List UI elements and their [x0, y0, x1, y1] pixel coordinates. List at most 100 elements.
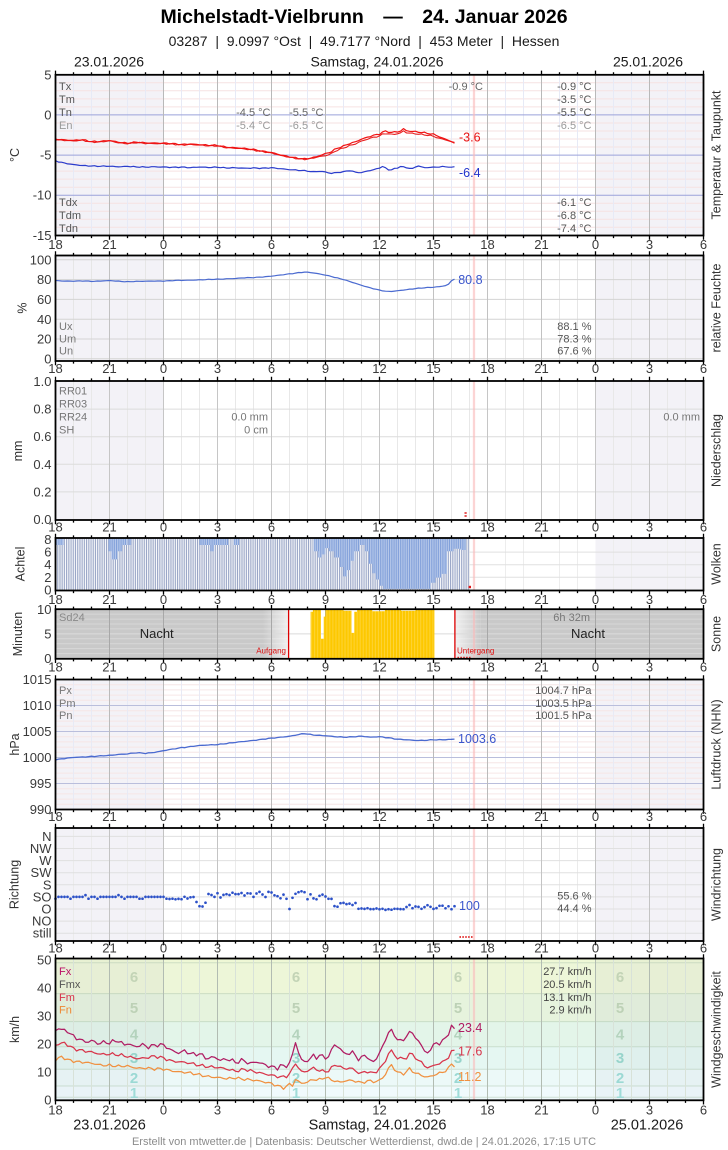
- svg-text:6h 32m: 6h 32m: [553, 612, 590, 624]
- svg-text:Erstellt von mtwetter.de | Dat: Erstellt von mtwetter.de | Datenbasis: D…: [132, 1136, 596, 1148]
- svg-text:mm: mm: [11, 441, 25, 462]
- svg-text:0: 0: [160, 1103, 167, 1118]
- svg-text:Samstag, 24.01.2026: Samstag, 24.01.2026: [309, 1118, 447, 1134]
- svg-text:21: 21: [534, 941, 548, 956]
- svg-text:15: 15: [426, 941, 440, 956]
- svg-text:12: 12: [372, 660, 386, 675]
- svg-text:Fm: Fm: [59, 992, 75, 1004]
- svg-text:RR03: RR03: [59, 398, 87, 410]
- svg-text:5: 5: [44, 67, 51, 82]
- svg-text:SH: SH: [59, 424, 74, 436]
- svg-text:3: 3: [646, 237, 653, 252]
- svg-text:3: 3: [454, 1050, 462, 1067]
- svg-text:%: %: [15, 302, 29, 313]
- svg-text:78.3 %: 78.3 %: [557, 334, 591, 346]
- svg-text:80.8: 80.8: [458, 273, 482, 287]
- svg-text:27.7 km/h: 27.7 km/h: [543, 966, 591, 978]
- svg-text:80: 80: [37, 272, 51, 287]
- svg-text:12: 12: [372, 361, 386, 376]
- svg-text:Richtung: Richtung: [7, 860, 21, 909]
- svg-text:-6.5 °C: -6.5 °C: [557, 120, 591, 132]
- svg-text:55.6 %: 55.6 %: [557, 891, 591, 903]
- svg-text:23.01.2026: 23.01.2026: [74, 53, 144, 69]
- svg-text:20: 20: [37, 1037, 51, 1052]
- svg-text:18: 18: [480, 660, 494, 675]
- svg-text:N: N: [42, 829, 51, 844]
- svg-text:SO: SO: [33, 889, 52, 904]
- svg-text:Px: Px: [59, 685, 72, 697]
- svg-text:3: 3: [646, 809, 653, 824]
- svg-text:Tdm: Tdm: [59, 210, 81, 222]
- svg-text:9: 9: [322, 237, 329, 252]
- svg-text:6: 6: [700, 809, 707, 824]
- svg-text:5: 5: [292, 1000, 300, 1017]
- svg-text:25.01.2026: 25.01.2026: [611, 1118, 684, 1134]
- svg-text:Temperatur & Taupunkt: Temperatur & Taupunkt: [709, 90, 723, 220]
- svg-text:21: 21: [534, 1103, 548, 1118]
- svg-text:relative Feuchte: relative Feuchte: [709, 263, 723, 352]
- svg-text:18: 18: [48, 361, 62, 376]
- svg-text:NO: NO: [32, 914, 52, 929]
- svg-text:0.0 mm: 0.0 mm: [663, 411, 700, 423]
- svg-text:21: 21: [102, 237, 116, 252]
- svg-text:Sonne: Sonne: [709, 616, 723, 652]
- svg-text:S: S: [43, 877, 52, 892]
- svg-text:18: 18: [480, 941, 494, 956]
- svg-text:Tdx: Tdx: [59, 197, 78, 209]
- svg-text:Luftdruck (NHN): Luftdruck (NHN): [709, 699, 723, 789]
- svg-text:18: 18: [480, 361, 494, 376]
- svg-text:6: 6: [700, 941, 707, 956]
- svg-text:18: 18: [480, 520, 494, 535]
- svg-text:15: 15: [426, 809, 440, 824]
- svg-text:1004.7 hPa: 1004.7 hPa: [535, 685, 592, 697]
- svg-text:Tx: Tx: [59, 81, 72, 93]
- svg-text:Tdn: Tdn: [59, 223, 78, 235]
- svg-text:Um: Um: [59, 334, 76, 346]
- svg-text:15: 15: [426, 361, 440, 376]
- svg-text:03287 | 9.0997 °Ost | 49.7: 03287 | 9.0997 °Ost | 49.7177 °Nord | 45…: [169, 33, 560, 49]
- svg-text:21: 21: [534, 361, 548, 376]
- svg-text:1.0: 1.0: [33, 374, 51, 389]
- svg-text:Niederschlag: Niederschlag: [709, 414, 723, 487]
- svg-text:0: 0: [592, 592, 599, 607]
- svg-text:9: 9: [322, 660, 329, 675]
- svg-text:18: 18: [48, 237, 62, 252]
- svg-text:RR01: RR01: [59, 385, 87, 397]
- svg-text:50: 50: [37, 953, 51, 968]
- svg-text:21: 21: [102, 1103, 116, 1118]
- svg-text:6: 6: [700, 1103, 707, 1118]
- svg-text:0.0: 0.0: [33, 512, 51, 527]
- svg-text:3: 3: [646, 520, 653, 535]
- svg-text:2: 2: [130, 1070, 138, 1087]
- svg-text:1: 1: [454, 1085, 462, 1102]
- svg-text:21: 21: [534, 520, 548, 535]
- svg-text:Windrichtung: Windrichtung: [709, 848, 723, 921]
- svg-text:3: 3: [214, 1103, 221, 1118]
- svg-text:21: 21: [102, 592, 116, 607]
- svg-text:4: 4: [616, 1027, 625, 1044]
- svg-text:18: 18: [48, 660, 62, 675]
- svg-text:0: 0: [44, 351, 51, 366]
- svg-text:Wolken: Wolken: [709, 543, 723, 585]
- svg-text:9: 9: [322, 520, 329, 535]
- svg-text:21: 21: [102, 660, 116, 675]
- svg-text:Tn: Tn: [59, 107, 72, 119]
- svg-text:990: 990: [30, 802, 52, 817]
- svg-text:60: 60: [37, 292, 51, 307]
- svg-text:9: 9: [322, 592, 329, 607]
- svg-text:0.0 mm: 0.0 mm: [231, 411, 268, 423]
- svg-text:0: 0: [160, 941, 167, 956]
- svg-text:Fn: Fn: [59, 1004, 72, 1016]
- svg-text:3: 3: [646, 1103, 653, 1118]
- svg-text:11.2: 11.2: [458, 1070, 481, 1084]
- svg-text:0: 0: [160, 809, 167, 824]
- svg-text:3: 3: [214, 520, 221, 535]
- svg-text:0: 0: [160, 361, 167, 376]
- svg-text:25.01.2026: 25.01.2026: [613, 53, 683, 69]
- svg-text:0.8: 0.8: [33, 402, 51, 417]
- svg-text:40: 40: [37, 981, 51, 996]
- svg-text:En: En: [59, 120, 72, 132]
- svg-text:0: 0: [44, 1093, 51, 1108]
- svg-text:1: 1: [130, 1085, 138, 1102]
- svg-text:6: 6: [268, 1103, 275, 1118]
